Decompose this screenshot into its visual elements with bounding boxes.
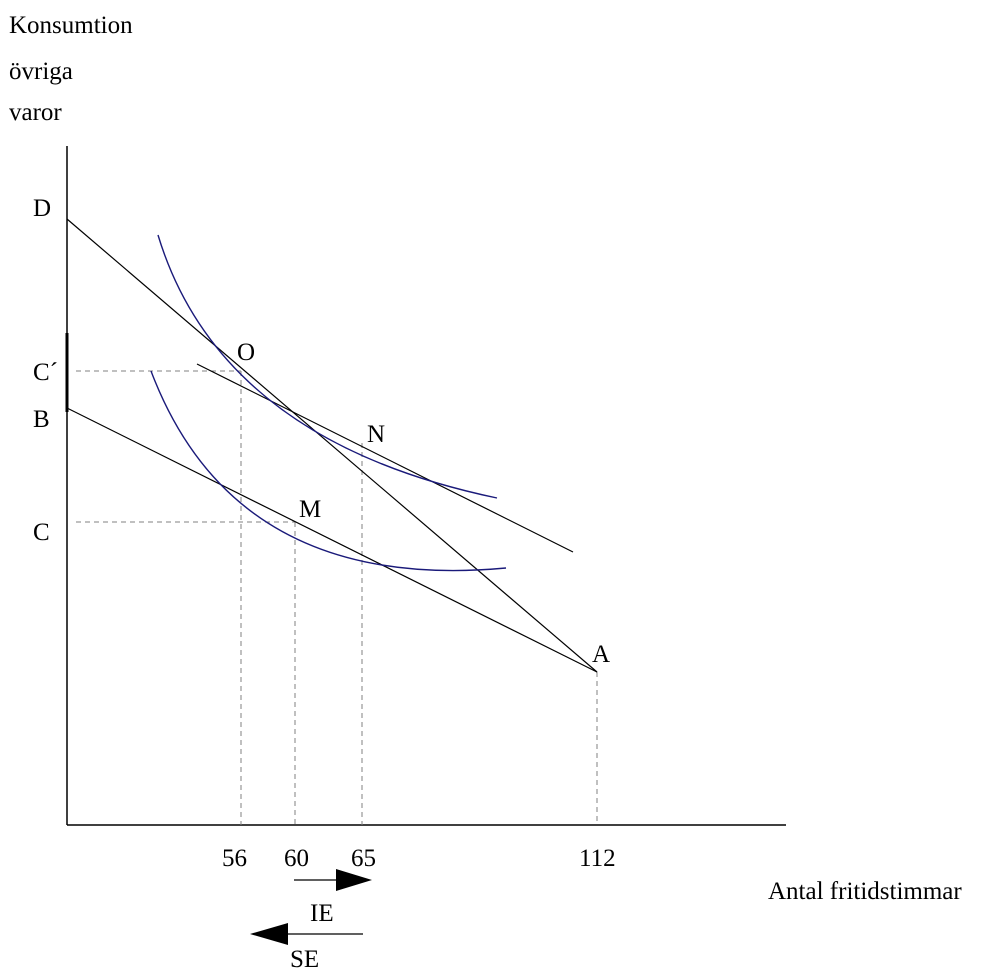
x-tick-60: 60 (284, 845, 309, 872)
substitution-effect-label: SE (290, 946, 319, 972)
indifference-curve-upper (157, 234, 498, 499)
x-tick-65: 65 (351, 845, 376, 872)
compensated-budget-line (196, 363, 574, 553)
point-label-N: N (367, 421, 385, 448)
point-label-O: O (237, 339, 255, 366)
y-label-D: D (33, 195, 51, 222)
income-effect-arrow-head (336, 869, 372, 891)
guide-lines (76, 370, 598, 825)
income-effect-label: IE (310, 900, 334, 927)
x-tick-112: 112 (579, 845, 616, 872)
budget-line-DA (66, 218, 598, 673)
x-axis-title: Antal fritidstimmar (768, 878, 962, 905)
y-axis-title-line-2: övriga (9, 58, 73, 85)
x-tick-56: 56 (222, 845, 247, 872)
y-axis-title-line-3: varor (9, 99, 62, 126)
y-label-C-prime: C´ (33, 359, 58, 386)
budget-line-BA (66, 407, 598, 673)
substitution-effect-arrow-head (250, 923, 288, 945)
point-label-M: M (299, 496, 321, 523)
point-label-A: A (592, 641, 610, 668)
y-axis-title-line-1: Konsumtion (9, 12, 133, 39)
y-label-C: C (33, 519, 50, 546)
indifference-curve-lower (150, 370, 507, 572)
y-label-B: B (33, 406, 50, 433)
